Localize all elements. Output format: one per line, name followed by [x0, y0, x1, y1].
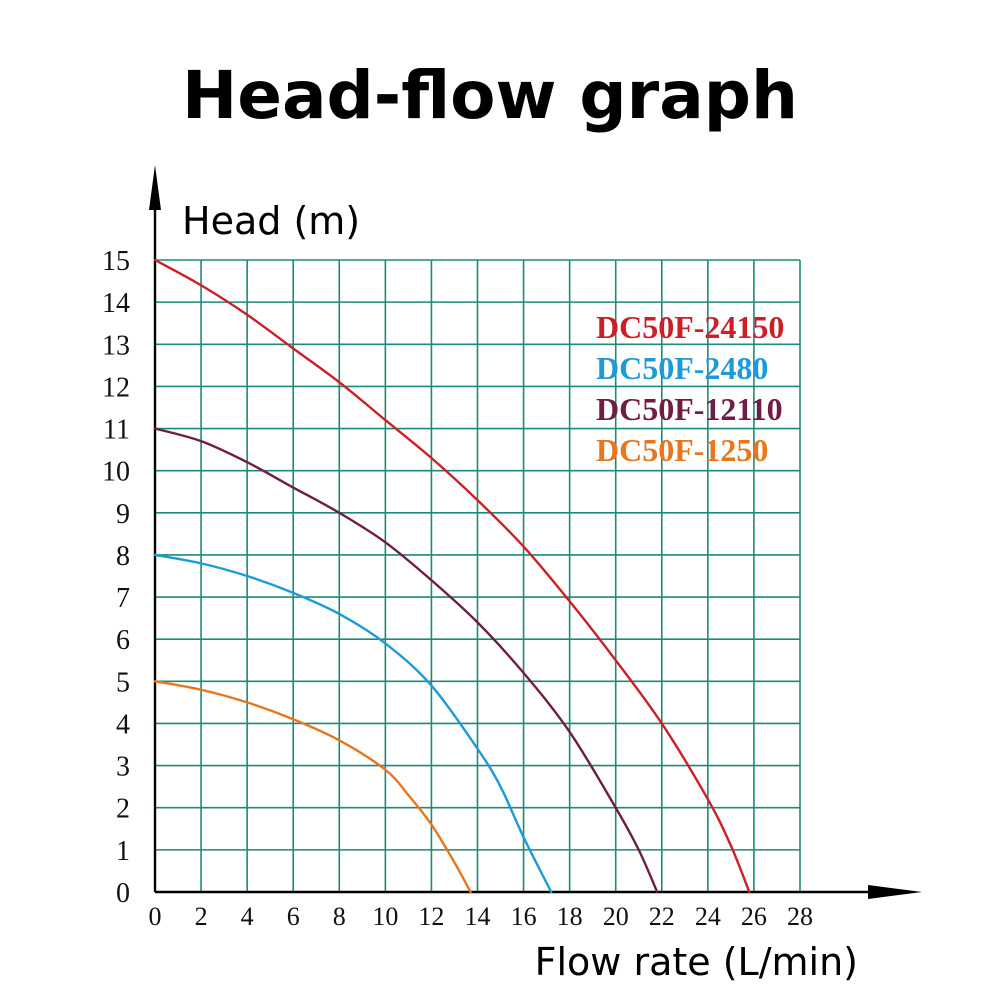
series-line-3 — [153, 680, 472, 894]
x-axis-arrow — [868, 885, 922, 899]
y-axis-arrow — [149, 165, 161, 210]
y-tick-label: 10 — [102, 457, 130, 488]
chart-title: Head-flow graph — [182, 57, 798, 134]
y-tick-label: 9 — [116, 499, 130, 530]
x-tick-label: 22 — [649, 902, 675, 931]
x-tick-label: 16 — [511, 902, 537, 931]
series-line-0 — [153, 258, 751, 894]
x-tick-label: 20 — [603, 902, 629, 931]
y-axis-title: Head (m) — [182, 199, 360, 243]
y-tick-label: 1 — [116, 836, 130, 867]
y-tick-label: 11 — [103, 415, 130, 446]
series-lines — [153, 258, 751, 894]
y-tick-label: 13 — [102, 330, 130, 361]
x-tick-label: 2 — [195, 902, 208, 931]
y-tick-label: 14 — [102, 288, 130, 319]
x-axis-title: Flow rate (L/min) — [535, 940, 858, 984]
x-tick-label: 0 — [149, 902, 162, 931]
x-tick-label: 26 — [741, 902, 767, 931]
series-line-2 — [153, 427, 659, 894]
x-tick-labels: 0 2 4 6 8 10 12 14 16 18 20 22 24 26 28 — [149, 902, 814, 931]
legend-entry: DC50F-12110 — [596, 391, 783, 427]
x-tick-label: 24 — [695, 902, 721, 931]
y-tick-label: 3 — [116, 752, 130, 783]
x-tick-label: 28 — [787, 902, 813, 931]
grid — [155, 259, 801, 892]
y-tick-label: 15 — [102, 246, 130, 277]
series-line-1 — [153, 553, 553, 894]
x-tick-label: 10 — [372, 902, 398, 931]
legend-entry: DC50F-1250 — [596, 432, 768, 468]
y-tick-label: 7 — [116, 583, 130, 614]
y-tick-label: 12 — [102, 372, 130, 403]
x-tick-label: 4 — [241, 902, 254, 931]
legend: DC50F-24150 DC50F-2480 DC50F-12110 DC50F-12… — [596, 309, 784, 468]
x-tick-label: 8 — [333, 902, 346, 931]
y-tick-label: 5 — [116, 667, 130, 698]
y-tick-label: 8 — [116, 541, 130, 572]
y-tick-label: 0 — [116, 878, 130, 909]
x-tick-label: 18 — [557, 902, 583, 931]
y-tick-label: 2 — [116, 794, 130, 825]
x-tick-label: 6 — [287, 902, 300, 931]
legend-entry: DC50F-24150 — [596, 309, 784, 345]
x-tick-label: 14 — [465, 902, 491, 931]
legend-entry: DC50F-2480 — [596, 350, 768, 386]
y-tick-label: 4 — [116, 709, 130, 740]
x-tick-label: 12 — [418, 902, 444, 931]
y-tick-label: 6 — [116, 625, 130, 656]
axes — [149, 165, 922, 899]
